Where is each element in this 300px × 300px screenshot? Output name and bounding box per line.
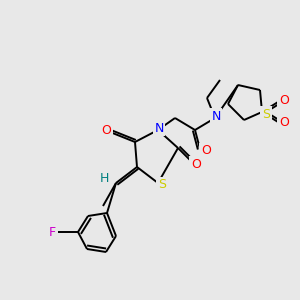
- Text: N: N: [154, 122, 164, 134]
- Text: O: O: [191, 158, 201, 170]
- Text: O: O: [101, 124, 111, 137]
- Text: N: N: [211, 110, 221, 122]
- Text: S: S: [158, 178, 166, 191]
- Text: O: O: [201, 145, 211, 158]
- Text: H: H: [99, 172, 109, 185]
- Text: O: O: [279, 94, 289, 107]
- Text: O: O: [279, 116, 289, 130]
- Text: S: S: [262, 107, 270, 121]
- Text: F: F: [48, 226, 56, 238]
